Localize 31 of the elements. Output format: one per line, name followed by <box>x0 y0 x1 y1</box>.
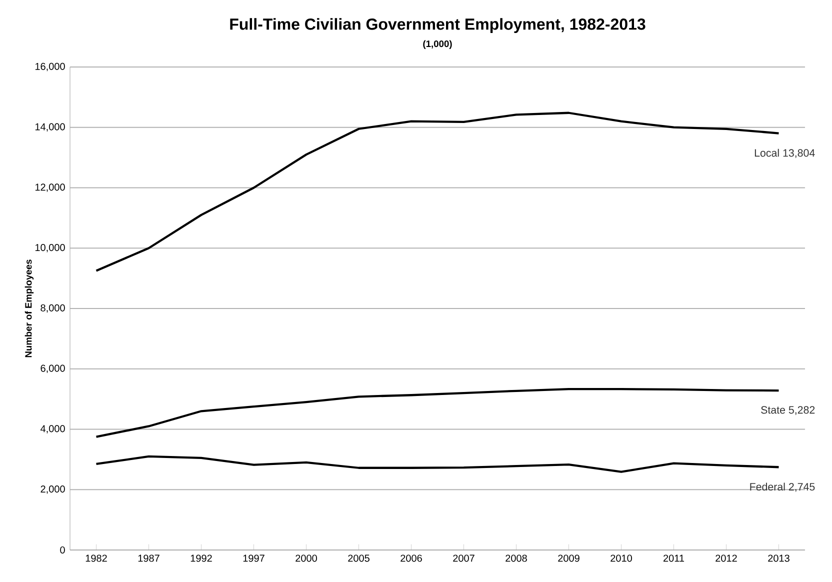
chart-title: Full-Time Civilian Government Employment, 1982-2013 <box>230 18 646 34</box>
x-tick-label: 1997 <box>243 554 264 562</box>
x-tick-label: 1987 <box>138 554 160 562</box>
y-axis-title: Number of Employees <box>24 260 34 358</box>
line-series <box>95 112 780 272</box>
y-tick-label: 2,000 <box>40 485 65 494</box>
x-tick-label: 2011 <box>664 554 684 562</box>
y-tick-label: 14,000 <box>35 123 65 132</box>
annotation: Local 13,804 <box>754 148 815 158</box>
y-tick-label: 12,000 <box>35 184 65 192</box>
x-tick-label: 2013 <box>768 554 790 562</box>
x-tick-label: 2006 <box>400 554 422 562</box>
y-tick-label: 8,000 <box>40 304 65 313</box>
annotation: Federal 2,745 <box>750 482 815 492</box>
y-tick-label: 0 <box>60 546 65 554</box>
y-tick-label: 6,000 <box>40 364 65 373</box>
x-tick-label: 2005 <box>348 554 370 562</box>
x-tick-label: 2010 <box>610 554 632 562</box>
x-tick-label: 2012 <box>716 554 737 562</box>
y-tick-label: 10,000 <box>35 244 65 252</box>
chart-subtitle: (1,000) <box>423 40 452 49</box>
annotation: State 5,282 <box>761 406 815 415</box>
x-tick-label: 2009 <box>558 554 580 562</box>
y-tick-label: 4,000 <box>40 425 65 434</box>
x-tick-label: 1982 <box>86 554 107 562</box>
x-tick-label: 2000 <box>296 554 317 562</box>
x-tick-label: 1992 <box>190 554 212 562</box>
line-series <box>95 455 780 473</box>
x-tick-label: 2008 <box>506 554 527 562</box>
y-tick-label: 16,000 <box>35 62 65 72</box>
x-tick-label: 2007 <box>453 554 474 562</box>
